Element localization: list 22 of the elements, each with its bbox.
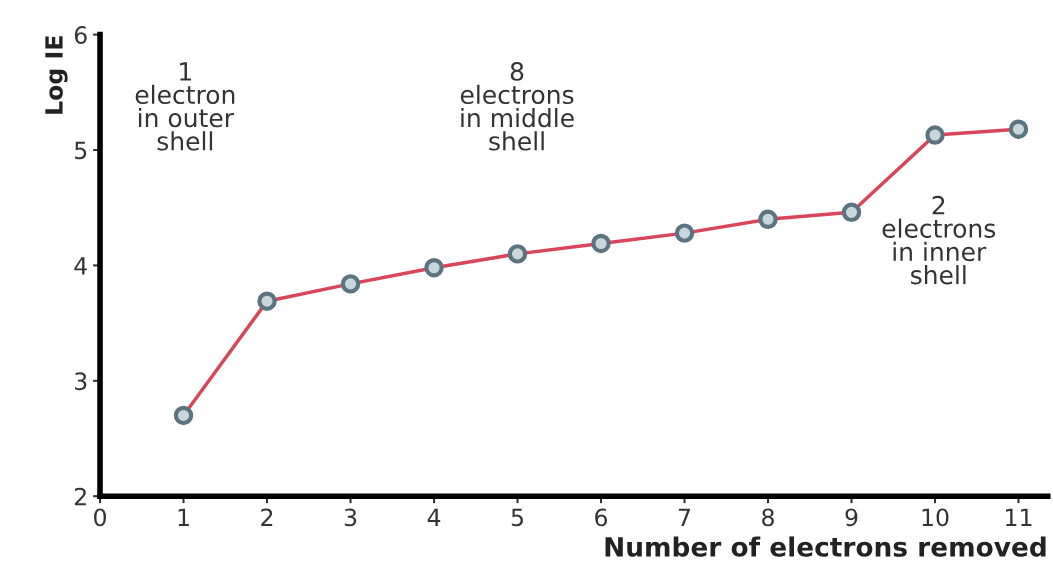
y-tick-label: 2 bbox=[74, 487, 86, 506]
y-tick-label: 3 bbox=[75, 372, 87, 391]
y-axis-title: Log IE bbox=[45, 36, 68, 114]
x-tick-label: 7 bbox=[678, 508, 691, 526]
x-tick-label: 10 bbox=[922, 508, 949, 527]
x-axis-title: Number of electrons removed bbox=[605, 536, 1046, 557]
x-tick-label: 11 bbox=[1006, 508, 1032, 526]
annotation: 8 electrons in middle shell bbox=[460, 61, 574, 151]
x-tick-label: 0 bbox=[94, 508, 106, 527]
y-tick-label: 4 bbox=[74, 257, 87, 275]
x-tick-label: 3 bbox=[344, 508, 357, 527]
annotation: 2 electrons in inner shell bbox=[882, 195, 996, 285]
x-tick-label: 9 bbox=[845, 508, 858, 527]
x-tick-label: 8 bbox=[762, 508, 774, 527]
annotation: 1 electron in outer shell bbox=[135, 62, 235, 151]
y-tick-label: 6 bbox=[74, 26, 87, 44]
x-tick-label: 6 bbox=[595, 508, 608, 527]
x-tick-label: 4 bbox=[427, 508, 441, 526]
x-tick-label: 2 bbox=[261, 508, 273, 526]
x-tick-label: 1 bbox=[178, 508, 189, 526]
x-tick-label: 5 bbox=[511, 508, 523, 527]
y-tick-label: 5 bbox=[75, 141, 87, 160]
